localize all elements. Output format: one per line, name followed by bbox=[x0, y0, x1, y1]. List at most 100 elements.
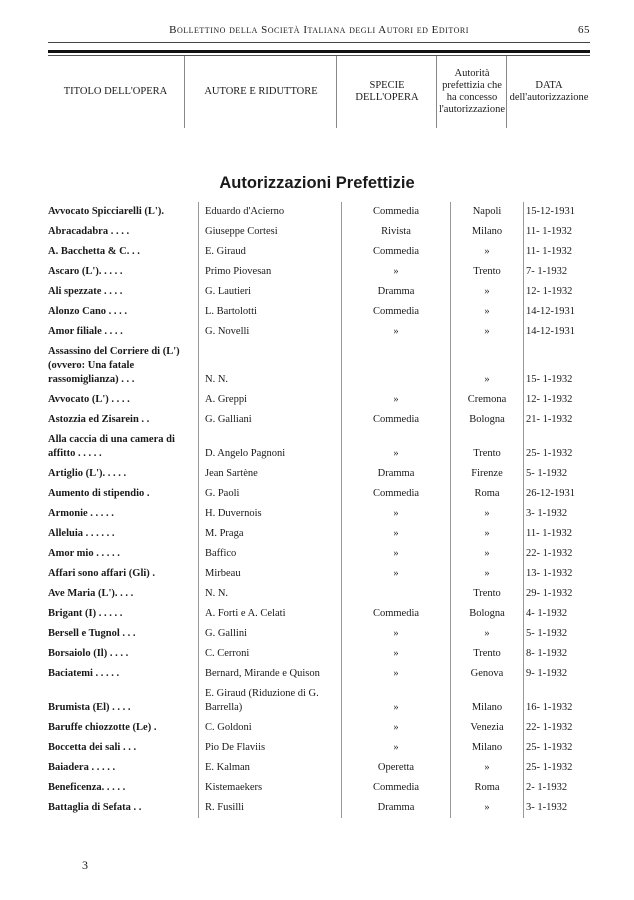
cell-authority: » bbox=[450, 302, 524, 322]
cell-kind: » bbox=[341, 322, 451, 342]
cell-kind: Commedia bbox=[341, 484, 451, 504]
cell-date: 25- 1-1932 bbox=[523, 738, 598, 758]
table-row: Bersell e Tugnol . . . G. Gallini»» 5- 1-1… bbox=[48, 624, 598, 644]
cell-authority: Venezia bbox=[450, 718, 524, 738]
table-row: Ali spezzate . . . . G. Lautieri Dramma» 12… bbox=[48, 282, 598, 302]
cell-author: E. Giraud (Riduzione di G. Barrella) bbox=[198, 684, 342, 718]
cell-authority: » bbox=[450, 758, 524, 778]
cell-date: 25- 1-1932 bbox=[523, 758, 598, 778]
cell-author: Giuseppe Cortesi bbox=[198, 222, 342, 242]
cell-date: 4- 1-1932 bbox=[523, 604, 598, 624]
cell-authority: Trento bbox=[450, 430, 524, 464]
cell-kind: » bbox=[341, 544, 451, 564]
cell-kind: » bbox=[341, 624, 451, 644]
cell-title: Ali spezzate . . . . bbox=[48, 286, 123, 297]
table-row: Armonie . . . . . H. Duvernois»» 3- 1-1932 bbox=[48, 504, 598, 524]
cell-title: Amor filiale . . . . bbox=[48, 326, 123, 337]
cell-date: 14-12-1931 bbox=[523, 302, 598, 322]
cell-authority: Trento bbox=[450, 262, 524, 282]
table-row: Baiadera . . . . . E. Kalman Operetta» 25- … bbox=[48, 758, 598, 778]
cell-author: G. Gallini bbox=[198, 624, 342, 644]
section-title: Autorizzazioni Prefettizie bbox=[219, 174, 415, 192]
cell-date: 21- 1-1932 bbox=[523, 410, 598, 430]
cell-author: G. Novelli bbox=[198, 322, 342, 342]
cell-date: 7- 1-1932 bbox=[523, 262, 598, 282]
cell-title: Assassino del Corriere di (L') (ovvero: … bbox=[48, 346, 180, 385]
cell-title: Aumento di stipendio . bbox=[48, 488, 150, 499]
cell-authority: Milano bbox=[450, 684, 524, 718]
cell-author: Kistemaekers bbox=[198, 778, 342, 798]
cell-author: C. Cerroni bbox=[198, 644, 342, 664]
table-header: TITOLO DELL'OPERA AUTORE E RIDUTTORE SPE… bbox=[48, 56, 590, 128]
cell-date: 25- 1-1932 bbox=[523, 430, 598, 464]
cell-kind: Commedia bbox=[341, 604, 451, 624]
folio-signature: 3 bbox=[82, 858, 88, 872]
header-rule bbox=[48, 42, 590, 43]
cell-kind: » bbox=[341, 664, 451, 684]
cell-kind: Commedia bbox=[341, 410, 451, 430]
cell-kind: Operetta bbox=[341, 758, 451, 778]
cell-date: 2- 1-1932 bbox=[523, 778, 598, 798]
table-row: Assassino del Corriere di (L') (ovvero: … bbox=[48, 342, 598, 390]
cell-authority: Trento bbox=[450, 644, 524, 664]
cell-author: G. Galliani bbox=[198, 410, 342, 430]
header-kind: SPECIE DELL'OPERA bbox=[336, 56, 437, 128]
cell-author: M. Praga bbox=[198, 524, 342, 544]
cell-date: 11- 1-1932 bbox=[523, 222, 598, 242]
cell-author: E. Giraud bbox=[198, 242, 342, 262]
cell-authority: Genova bbox=[450, 664, 524, 684]
cell-date: 5- 1-1932 bbox=[523, 464, 598, 484]
cell-kind: » bbox=[341, 262, 451, 282]
cell-authority: » bbox=[450, 342, 524, 390]
cell-kind: » bbox=[341, 390, 451, 410]
table-row: Baruffe chiozzotte (Le) . C. Goldoni» Vene… bbox=[48, 718, 598, 738]
cell-authority: » bbox=[450, 242, 524, 262]
cell-authority: Roma bbox=[450, 484, 524, 504]
cell-authority: » bbox=[450, 282, 524, 302]
cell-authority: Milano bbox=[450, 738, 524, 758]
cell-title: Alla caccia di una camera di affitto . .… bbox=[48, 434, 175, 459]
cell-kind: » bbox=[341, 644, 451, 664]
cell-author: Primo Piovesan bbox=[198, 262, 342, 282]
table-row: Astozzia ed Zisarein . . G. Galliani Comme… bbox=[48, 410, 598, 430]
cell-date: 22- 1-1932 bbox=[523, 544, 598, 564]
table-row: Ave Maria (L'). . . . N. N. Trento 29- 1-19… bbox=[48, 584, 598, 604]
cell-date: 5- 1-1932 bbox=[523, 624, 598, 644]
cell-kind: » bbox=[341, 718, 451, 738]
cell-authority: » bbox=[450, 504, 524, 524]
header-date: DATA dell'autorizzazione bbox=[506, 56, 591, 128]
cell-authority: Milano bbox=[450, 222, 524, 242]
table-row: Alla caccia di una camera di affitto . .… bbox=[48, 430, 598, 464]
cell-date: 15-12-1931 bbox=[523, 202, 598, 222]
table-row: Artiglio (L'). . . . . Jean Sartène Dramma… bbox=[48, 464, 598, 484]
table-row: Alleluia . . . . . . M. Praga»» 11- 1-1932 bbox=[48, 524, 598, 544]
cell-title: Alonzo Cano . . . . bbox=[48, 306, 128, 317]
cell-author: L. Bartolotti bbox=[198, 302, 342, 322]
table-row: Boccetta dei sali . . . Pio De Flaviis» Mi… bbox=[48, 738, 598, 758]
cell-date: 13- 1-1932 bbox=[523, 564, 598, 584]
cell-title: Borsaiolo (Il) . . . . bbox=[48, 648, 129, 659]
cell-date: 3- 1-1932 bbox=[523, 798, 598, 818]
cell-author: Mirbeau bbox=[198, 564, 342, 584]
cell-authority: Bologna bbox=[450, 604, 524, 624]
cell-kind: Rivista bbox=[341, 222, 451, 242]
cell-date: 11- 1-1932 bbox=[523, 242, 598, 262]
table-row: Avvocato Spicciarelli (L'). Eduardo d'Aci… bbox=[48, 202, 598, 222]
cell-author: R. Fusilli bbox=[198, 798, 342, 818]
cell-kind: Dramma bbox=[341, 282, 451, 302]
cell-title: Avvocato (L') . . . . bbox=[48, 394, 130, 405]
cell-title: Brumista (El) . . . . bbox=[48, 702, 131, 713]
cell-author: N. N. bbox=[198, 584, 342, 604]
table-row: A. Bacchetta & C. . . E. Giraud Commedia» 1… bbox=[48, 242, 598, 262]
cell-kind bbox=[341, 584, 451, 604]
cell-author: A. Forti e A. Celati bbox=[198, 604, 342, 624]
header-title: TITOLO DELL'OPERA bbox=[63, 86, 168, 97]
cell-title: Battaglia di Sefata . . bbox=[48, 802, 142, 813]
cell-author: G. Paoli bbox=[198, 484, 342, 504]
cell-title: Ave Maria (L'). . . . bbox=[48, 588, 134, 599]
cell-author: Baffico bbox=[198, 544, 342, 564]
cell-date: 16- 1-1932 bbox=[523, 684, 598, 718]
cell-kind: » bbox=[341, 738, 451, 758]
table-row: Borsaiolo (Il) . . . . C. Cerroni» Trento 8… bbox=[48, 644, 598, 664]
cell-authority: Trento bbox=[450, 584, 524, 604]
